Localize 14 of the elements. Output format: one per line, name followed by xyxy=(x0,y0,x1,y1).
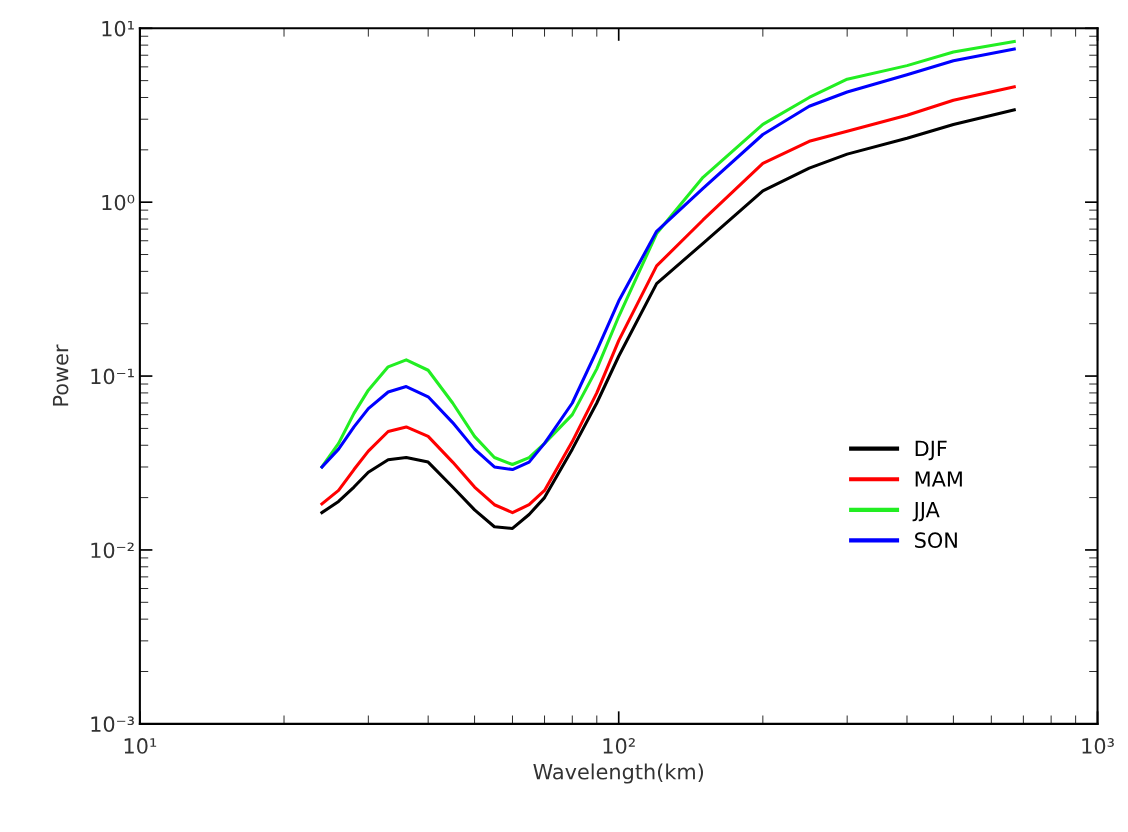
y-tick-label: 10⁻² xyxy=(91,542,134,559)
y-tick-label: 10¹ xyxy=(102,20,134,37)
x-axis-title: Wavelength(km) xyxy=(533,763,704,784)
legend-label: JJA xyxy=(912,501,940,522)
legend-label: DJF xyxy=(915,440,947,461)
legend-label: SON xyxy=(915,532,957,549)
y-tick-label: 10⁻¹ xyxy=(91,368,134,385)
legend-label: MAM xyxy=(915,471,962,487)
x-tick-label: 10¹ xyxy=(124,738,157,754)
x-tick-label: 10² xyxy=(603,738,635,754)
y-axis-title: Power xyxy=(52,344,69,406)
y-tick-label: 10⁰ xyxy=(102,194,135,211)
x-tick-label: 10³ xyxy=(1082,738,1114,754)
y-tick-label: 10⁻³ xyxy=(91,716,134,733)
